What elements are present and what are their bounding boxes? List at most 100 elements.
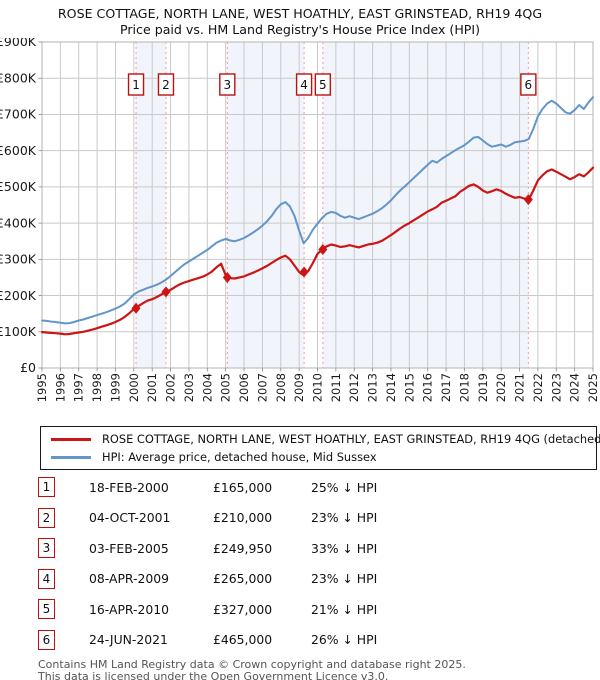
- x-axis-label-2023: 2023: [549, 373, 563, 402]
- sale-price: £327,000: [213, 601, 273, 617]
- x-axis-label-1997: 1997: [72, 373, 86, 402]
- marker-box-label-3: 3: [223, 78, 231, 92]
- transactions-table: 1 18-FEB-2000 £165,000 25% ↓ HPI 2 04-OCT-200…: [0, 472, 600, 655]
- x-axis-label-2012: 2012: [347, 373, 361, 402]
- marker-number-badge-5: 5: [38, 599, 55, 620]
- chart-area: 1 2 3 45 6 £0 £100K £200K £300K £400K £500K £600K £7…: [0, 34, 600, 426]
- sale-date: 04-OCT-2001: [89, 510, 171, 526]
- marker-box-1: [127, 73, 145, 96]
- transaction-row-3: 3 03-FEB-2005 £249,950 33% ↓ HPI: [0, 533, 600, 564]
- marker-number-badge-3: 3: [38, 538, 55, 559]
- footer-line-2: This data is licensed under the Open Gov…: [38, 669, 389, 680]
- x-axis-label-2014: 2014: [384, 373, 398, 402]
- x-axis-label-1998: 1998: [90, 373, 104, 402]
- x-axis-label-1999: 1999: [108, 373, 122, 402]
- legend-row-hpi: HPI: Average price, detached house, Mid …: [47, 448, 590, 466]
- license-footer: Contains HM Land Registry data © Crown c…: [38, 659, 600, 680]
- sale-hpi-delta: 23% ↓ HPI: [311, 571, 378, 587]
- y-axis-label-£700K: £700K: [0, 107, 37, 122]
- sale-point-6: [523, 194, 533, 206]
- marker-number-badge-2: 2: [38, 507, 55, 528]
- x-axis-label-2000: 2000: [127, 373, 141, 402]
- x-axis-label-2021: 2021: [513, 373, 527, 402]
- sale-date: 24-JUN-2021: [89, 632, 168, 648]
- x-axis-label-2022: 2022: [531, 373, 545, 402]
- x-axis-label-2008: 2008: [274, 373, 288, 402]
- sale-date: 08-APR-2009: [89, 571, 170, 587]
- footer-line-1: Contains HM Land Registry data © Crown c…: [38, 658, 466, 671]
- y-axis-label-£100K: £100K: [0, 324, 37, 339]
- marker-box-6: [520, 73, 537, 96]
- x-axis-label-2011: 2011: [329, 373, 343, 402]
- x-axis-label-2003: 2003: [182, 373, 196, 402]
- ownership-band-2: [227, 42, 305, 368]
- marker-box-3: [219, 73, 236, 96]
- x-axis-label-2002: 2002: [164, 373, 178, 402]
- property-line-swatch: [51, 437, 91, 441]
- legend-label-property: ROSE COTTAGE, NORTH LANE, WEST HOATHLY, …: [102, 432, 600, 446]
- x-axis-label-2025: 2025: [586, 373, 600, 402]
- legend-row-property: ROSE COTTAGE, NORTH LANE, WEST HOATHLY, …: [47, 430, 600, 448]
- x-axis-label-2004: 2004: [200, 373, 214, 402]
- x-axis-label-2018: 2018: [457, 373, 471, 402]
- x-axis-label-2009: 2009: [292, 373, 306, 402]
- chart-legend: ROSE COTTAGE, NORTH LANE, WEST HOATHLY, …: [40, 426, 600, 470]
- marker-box-label-2: 2: [162, 78, 170, 92]
- y-axis-label-£600K: £600K: [0, 143, 37, 158]
- marker-number-badge-6: 6: [38, 629, 55, 650]
- x-axis-label-1996: 1996: [53, 373, 67, 402]
- marker-box-label-6: 6: [525, 78, 533, 92]
- marker-box-4: [295, 73, 313, 96]
- transaction-row-5: 5 16-APR-2010 £327,000 21% ↓ HPI: [0, 594, 600, 625]
- marker-box-label-5: 5: [319, 78, 327, 92]
- x-axis-label-2015: 2015: [402, 373, 416, 402]
- sale-hpi-delta: 23% ↓ HPI: [311, 510, 378, 526]
- y-axis-label-£0: £0: [20, 360, 36, 375]
- x-axis-label-2005: 2005: [219, 373, 233, 402]
- marker-number-badge-4: 4: [38, 568, 55, 589]
- x-axis-label-2007: 2007: [255, 373, 269, 402]
- chart-header: ROSE COTTAGE, NORTH LANE, WEST HOATHLY, …: [0, 0, 600, 38]
- ownership-band-1: [136, 42, 166, 368]
- page-title: ROSE COTTAGE, NORTH LANE, WEST HOATHLY, …: [57, 6, 543, 21]
- sale-point-4: [299, 266, 309, 278]
- x-axis-label-2010: 2010: [311, 373, 325, 402]
- price-chart: 1 2 3 45 6 £0 £100K £200K £300K £400K £500K £600K £7…: [0, 34, 600, 402]
- transaction-row-1: 1 18-FEB-2000 £165,000 25% ↓ HPI: [0, 472, 600, 503]
- marker-box-2: [157, 73, 175, 96]
- transaction-row-6: 6 24-JUN-2021 £465,000 26% ↓ HPI: [0, 625, 600, 656]
- sale-price: £210,000: [213, 510, 273, 526]
- sale-point-2: [161, 286, 171, 298]
- y-axis-label-£400K: £400K: [0, 215, 37, 230]
- sale-point-5: [318, 244, 328, 256]
- y-axis-label-£900K: £900K: [0, 38, 37, 49]
- sale-hpi-delta: 26% ↓ HPI: [311, 632, 378, 648]
- sale-price: £165,000: [213, 479, 273, 495]
- sale-date: 03-FEB-2005: [89, 540, 169, 556]
- sale-hpi-delta: 33% ↓ HPI: [311, 540, 378, 556]
- marker-box-label-4: 4: [300, 78, 308, 92]
- x-axis-label-2013: 2013: [366, 373, 380, 402]
- x-axis-label-2001: 2001: [145, 373, 159, 402]
- hpi-line-swatch: [51, 455, 91, 459]
- sale-hpi-delta: 25% ↓ HPI: [311, 479, 378, 495]
- marker-box-5: [314, 73, 332, 96]
- sale-hpi-delta: 21% ↓ HPI: [311, 601, 378, 617]
- page-subtitle: Price paid vs. HM Land Registry's House …: [119, 22, 481, 37]
- x-axis-label-1995: 1995: [35, 373, 49, 402]
- y-axis-label-£300K: £300K: [0, 252, 37, 267]
- x-axis-label-2020: 2020: [494, 373, 508, 402]
- marker-box-label-1: 1: [132, 78, 140, 92]
- sale-price: £249,950: [213, 540, 273, 556]
- sale-date: 18-FEB-2000: [89, 479, 169, 495]
- ownership-band-3: [322, 42, 529, 368]
- sale-point-1: [131, 302, 141, 314]
- x-axis-label-2019: 2019: [476, 373, 490, 402]
- sale-price: £465,000: [213, 632, 273, 648]
- transaction-row-2: 2 04-OCT-2001 £210,000 23% ↓ HPI: [0, 503, 600, 534]
- x-axis-label-2024: 2024: [568, 373, 582, 402]
- marker-number-badge-1: 1: [38, 477, 55, 498]
- y-axis-label-£800K: £800K: [0, 70, 37, 85]
- x-axis-label-2017: 2017: [439, 373, 453, 402]
